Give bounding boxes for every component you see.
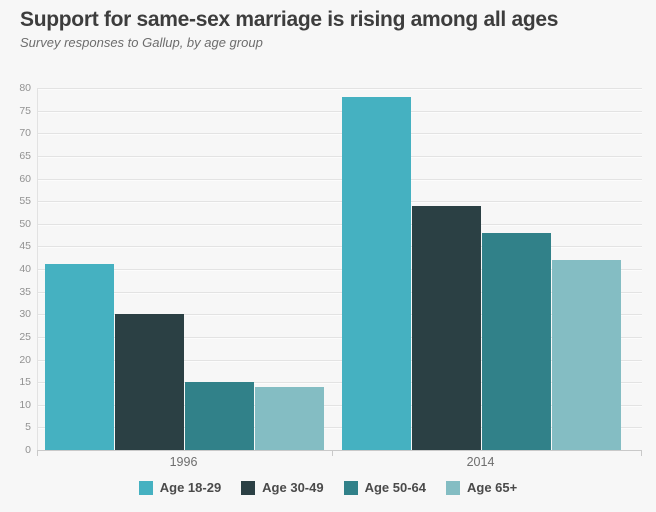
gridline [38,269,642,270]
axis-tick-mark [37,450,38,456]
legend-swatch [241,480,256,495]
bar-1996-age-50-64 [185,382,254,450]
chart-subtitle: Survey responses to Gallup, by age group [20,35,263,51]
gridline [38,201,642,203]
y-tick-label: 20 [19,353,31,366]
x-tick-label-2014: 2014 [466,455,495,469]
chart-header: Support for same-sex marriage is rising … [20,8,640,50]
legend-swatch [138,480,153,495]
x-tick-label-1996: 1996 [169,455,198,469]
legend-label: Age 50-64 [364,480,427,495]
gridline [38,155,642,157]
y-tick-label: 50 [19,217,31,230]
bar-2014-age-30-49 [412,206,481,450]
gridline [38,404,642,406]
gridline [38,246,642,248]
y-tick-label: 25 [19,330,31,343]
gridline [38,427,642,429]
gridline [38,359,642,361]
gridline [38,110,642,112]
y-tick-label: 15 [19,376,31,389]
y-tick-label: 45 [19,240,31,253]
bar-1996-age-18-29 [45,264,114,450]
legend-label: Age 65+ [467,480,518,495]
legend-item-age-30-49: Age 30-49 [241,480,324,495]
gridline [38,178,642,180]
bar-2014-age-50-64 [482,233,551,450]
y-tick-label: 65 [19,149,31,162]
axis-tick-mark [332,450,333,456]
bar-group-2014 [342,88,621,450]
legend-item-age-18-29: Age 18-29 [138,480,222,495]
y-tick-label: 10 [19,398,31,411]
y-tick-label: 75 [19,104,31,117]
y-tick-label: 0 [25,444,31,456]
legend-swatch [343,480,358,495]
axis-tick-mark [641,450,642,456]
y-tick-label: 55 [19,195,31,208]
legend-item-age-65+: Age 65+ [446,480,517,495]
gridline [38,314,642,316]
y-tick-label: 80 [19,82,31,94]
legend-swatch [446,480,461,495]
y-tick-label: 70 [19,127,31,140]
y-tick-label: 35 [19,285,31,298]
legend-label: Age 30-49 [262,480,324,495]
gridline [38,336,642,338]
legend-label: Age 18-29 [159,480,222,495]
bar-1996-age-65+ [255,387,324,450]
gridline [38,88,642,89]
y-tick-label: 5 [25,421,31,434]
legend-item-age-50-64: Age 50-64 [343,480,427,495]
gridline [38,223,642,225]
legend: Age 18-29 Age 30-49 Age 50-64 Age 65+ [0,480,656,495]
gridline [38,133,642,135]
y-tick-label: 40 [19,263,31,275]
y-tick-label: 60 [19,172,31,185]
bar-2014-age-65+ [552,260,621,450]
bar-2014-age-18-29 [342,97,411,450]
plot-area [37,88,642,451]
bar-group-1996 [45,88,324,450]
bar-1996-age-30-49 [115,314,184,450]
y-tick-label: 30 [19,308,31,321]
gridline [38,291,642,293]
gridline [38,382,642,384]
chart-title: Support for same-sex marriage is rising … [20,8,559,31]
